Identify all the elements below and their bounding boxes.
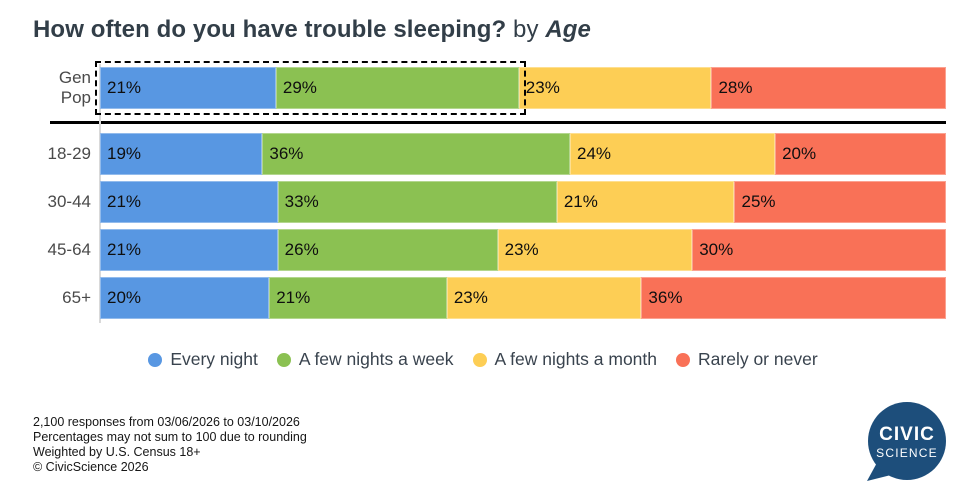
bar-segment: 21%: [100, 67, 276, 109]
bar-segment: 23%: [497, 229, 693, 271]
segment-value-label: 23%: [525, 78, 560, 97]
bar-segment: 19%: [100, 133, 263, 175]
stacked-bar: 21% 26% 23% 30%: [100, 229, 946, 271]
segment-value-label: 23%: [504, 240, 539, 259]
legend-dot-icon: [276, 352, 291, 367]
legend-dot-icon: [472, 352, 487, 367]
bar-segment: 24%: [569, 133, 776, 175]
legend-item: A few nights a month: [472, 349, 658, 370]
segment-value-label: 21%: [107, 78, 142, 97]
bar-segment: 30%: [692, 229, 946, 271]
title-question: How often do you have trouble sleeping?: [33, 16, 507, 43]
row-label: Gen Pop: [58, 68, 91, 107]
speech-bubble-logo-icon: CIVIC SCIENCE: [867, 402, 946, 481]
bar-segment: 21%: [556, 181, 735, 223]
chart-row: 65+ 20% 21% 23% 36%: [33, 277, 946, 319]
legend-label: A few nights a month: [494, 349, 658, 369]
svg-text:SCIENCE: SCIENCE: [876, 446, 938, 460]
bar-segment: 36%: [262, 133, 570, 175]
segment-value-label: 33%: [284, 192, 319, 211]
chart-row: Gen Pop 21% 29% 23% 28%: [33, 61, 946, 115]
bar-segment: 21%: [100, 181, 278, 223]
legend: Every night A few nights a week A few nigh…: [0, 349, 966, 370]
row-label: 65+: [62, 288, 91, 307]
stacked-bar: 20% 21% 23% 36%: [100, 277, 946, 319]
legend-item: A few nights a week: [276, 349, 454, 370]
title-group: Age: [545, 16, 591, 43]
segment-value-label: 36%: [269, 144, 304, 163]
genpop-separator-line: [50, 121, 946, 124]
bar-segment: 20%: [775, 133, 946, 175]
stacked-bar: 21% 33% 21% 25%: [100, 181, 946, 223]
segment-value-label: 21%: [107, 192, 142, 211]
segment-value-label: 21%: [276, 288, 311, 307]
bar-segment: 29%: [275, 67, 519, 109]
legend-label: Rarely or never: [698, 349, 818, 369]
age-rows-container: 18-29 19% 36% 24% 20% 30-44 21% 33% 21% 25% 45-64 2…: [33, 133, 946, 319]
bar-segment: 25%: [734, 181, 946, 223]
bar-segment: 33%: [277, 181, 557, 223]
legend-label: Every night: [170, 349, 258, 369]
bar-segment: 36%: [641, 277, 946, 319]
legend-dot-icon: [148, 352, 163, 367]
segment-value-label: 21%: [563, 192, 598, 211]
segment-value-label: 23%: [453, 288, 488, 307]
title-connector: by: [506, 16, 546, 43]
segment-value-label: 20%: [107, 288, 142, 307]
bar-segment: 23%: [518, 67, 712, 109]
segment-value-label: 20%: [782, 144, 817, 163]
legend-dot-icon: [676, 352, 691, 367]
svg-text:CIVIC: CIVIC: [879, 424, 935, 445]
chart-row: 45-64 21% 26% 23% 30%: [33, 229, 946, 271]
segment-value-label: 36%: [648, 288, 683, 307]
stacked-bar: 21% 29% 23% 28%: [95, 61, 946, 115]
row-label: 30-44: [47, 192, 91, 211]
legend-label: A few nights a week: [298, 349, 454, 369]
segment-value-label: 21%: [107, 240, 142, 259]
stacked-bar-chart: Gen Pop 21% 29% 23% 28% 18-29 19% 36% 24% 20% 30-…: [33, 61, 946, 325]
chart-row: 18-29 19% 36% 24% 20%: [33, 133, 946, 175]
chart-row: 30-44 21% 33% 21% 25%: [33, 181, 946, 223]
segment-value-label: 28%: [718, 78, 753, 97]
page-title: How often do you have trouble sleeping? …: [33, 16, 591, 44]
stacked-bar: 19% 36% 24% 20%: [100, 133, 946, 175]
bar-segment: 21%: [100, 229, 278, 271]
legend-item: Every night: [148, 349, 258, 370]
segment-value-label: 26%: [284, 240, 319, 259]
row-label: 18-29: [47, 144, 91, 163]
genpop-row-container: Gen Pop 21% 29% 23% 28%: [33, 61, 946, 115]
footnotes: 2,100 responses from 03/06/2026 to 03/10…: [33, 415, 307, 475]
bar-segment: 21%: [269, 277, 447, 319]
bar-segment: 28%: [711, 67, 946, 109]
footnote-copyright: © CivicScience 2026: [33, 460, 149, 474]
segment-value-label: 19%: [107, 144, 142, 163]
legend-item: Rarely or never: [676, 349, 818, 370]
segment-value-label: 29%: [282, 78, 317, 97]
bar-segment: 23%: [446, 277, 642, 319]
footnote-rounding: Percentages may not sum to 100 due to ro…: [33, 430, 307, 444]
segment-value-label: 30%: [699, 240, 734, 259]
bar-segment: 20%: [100, 277, 270, 319]
segment-value-label: 25%: [741, 192, 776, 211]
row-label: 45-64: [47, 240, 91, 259]
footnote-responses: 2,100 responses from 03/06/2026 to 03/10…: [33, 415, 300, 429]
footnote-weighting: Weighted by U.S. Census 18+: [33, 445, 201, 459]
bar-segment: 26%: [277, 229, 498, 271]
civicscience-logo: CIVIC SCIENCE: [855, 401, 949, 491]
segment-value-label: 24%: [576, 144, 612, 163]
